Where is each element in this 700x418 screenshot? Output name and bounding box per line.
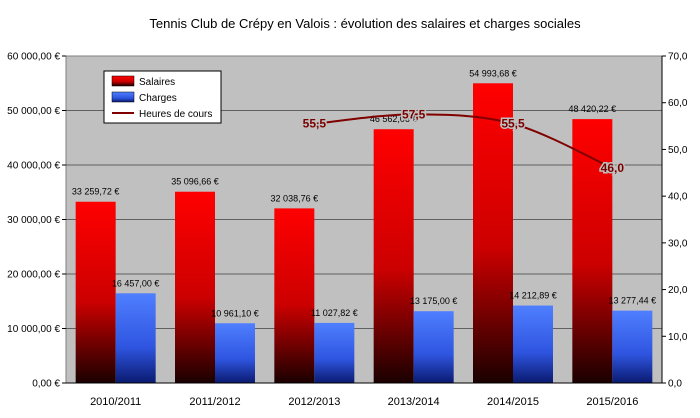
value-label-salaires: 35 096,66 € bbox=[171, 177, 219, 187]
value-label-charges: 10 961,10 € bbox=[211, 308, 259, 318]
bar-salaires bbox=[373, 129, 414, 383]
value-label-charges: 14 212,89 € bbox=[509, 291, 557, 301]
right-tick-label: 60,0 bbox=[668, 98, 688, 109]
bar-charges bbox=[314, 322, 355, 383]
value-label-salaires: 32 038,76 € bbox=[271, 193, 319, 203]
bar-charges bbox=[413, 311, 454, 383]
line-heures-de-cours bbox=[314, 113, 613, 170]
left-tick-label: 40 000,00 € bbox=[7, 161, 60, 172]
right-tick-label: 40,0 bbox=[668, 192, 688, 203]
right-tick-label: 10,0 bbox=[668, 332, 688, 343]
line-point-label: 46,0 bbox=[601, 161, 625, 175]
left-axis: 0,00 € 10 000,00 € 20 000,00 € 30 000,00 € 4… bbox=[7, 52, 66, 390]
left-tick-label: 10 000,00 € bbox=[7, 324, 60, 335]
right-tick-label: 30,0 bbox=[668, 238, 688, 249]
bar-labels: 33 259,72 € 16 457,00 € 35 096,66 € 10 961,… bbox=[72, 68, 656, 318]
category-label: 2013/2014 bbox=[388, 396, 440, 408]
category-label: 2012/2013 bbox=[288, 396, 340, 408]
bar-charges bbox=[612, 310, 653, 383]
right-tick-label: 0,0 bbox=[668, 379, 682, 390]
legend: Salaires Charges Heures de cours bbox=[103, 70, 222, 124]
value-label-charges: 11 027,82 € bbox=[311, 308, 358, 318]
left-tick-label: 30 000,00 € bbox=[7, 215, 60, 226]
value-label-charges: 13 175,00 € bbox=[410, 296, 458, 306]
category-label: 2014/2015 bbox=[487, 396, 539, 408]
value-label-charges: 13 277,44 € bbox=[609, 296, 657, 306]
bar-salaires bbox=[473, 83, 513, 383]
value-label-salaires: 33 259,72 € bbox=[72, 187, 120, 197]
bar-charges bbox=[115, 293, 156, 383]
legend-label-heures: Heures de cours bbox=[139, 109, 212, 120]
category-axis: 2010/2011 2011/2012 2012/2013 2013/2014 2014… bbox=[66, 382, 662, 408]
left-tick-label: 60 000,00 € bbox=[7, 52, 60, 63]
legend-label-salaires: Salaires bbox=[139, 77, 175, 88]
legend-label-charges: Charges bbox=[139, 93, 177, 104]
bar-salaires bbox=[175, 191, 215, 383]
value-label-salaires: 46 562,06 € bbox=[370, 114, 418, 124]
right-axis: 0,0 10,0 20,0 30,0 40,0 50,0 60,0 70,0 bbox=[661, 52, 688, 390]
right-tick-label: 70,0 bbox=[668, 52, 688, 63]
line-series: 55,5 57,5 55,5 46,0 bbox=[301, 106, 626, 177]
value-label-charges: 16 457,00 € bbox=[112, 278, 160, 288]
chart-title: Tennis Club de Crépy en Valois : évoluti… bbox=[149, 16, 581, 31]
category-label: 2015/2016 bbox=[586, 396, 638, 408]
value-label-salaires: 54 993,68 € bbox=[469, 68, 517, 78]
bar-charges bbox=[513, 305, 553, 383]
bar-salaires bbox=[572, 119, 613, 383]
right-tick-label: 20,0 bbox=[668, 285, 688, 296]
value-label-salaires: 48 420,22 € bbox=[569, 104, 617, 114]
bars bbox=[75, 83, 653, 383]
legend-swatch-salaires bbox=[111, 75, 135, 87]
bar-charges bbox=[215, 323, 255, 383]
line-point-label: 55,5 bbox=[303, 117, 327, 131]
left-tick-label: 50 000,00 € bbox=[7, 106, 60, 117]
line-point-label: 57,5 bbox=[402, 107, 426, 121]
line-point-label: 55,5 bbox=[501, 117, 525, 131]
left-tick-label: 0,00 € bbox=[32, 379, 60, 390]
left-tick-label: 20 000,00 € bbox=[7, 270, 60, 281]
bar-salaires bbox=[75, 201, 116, 383]
category-label: 2010/2011 bbox=[90, 396, 141, 408]
legend-swatch-charges bbox=[111, 91, 135, 103]
bar-salaires bbox=[274, 208, 315, 383]
right-tick-label: 50,0 bbox=[668, 145, 688, 156]
category-label: 2011/2012 bbox=[189, 396, 240, 408]
